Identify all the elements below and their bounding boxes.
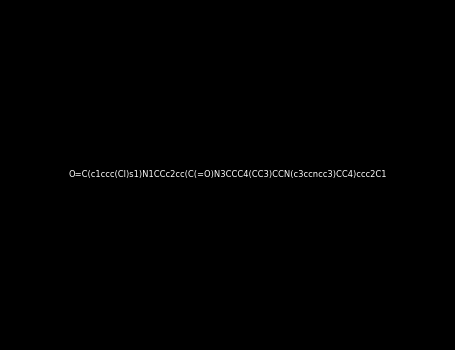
Text: O=C(c1ccc(Cl)s1)N1CCc2cc(C(=O)N3CCC4(CC3)CCN(c3ccncc3)CC4)ccc2C1: O=C(c1ccc(Cl)s1)N1CCc2cc(C(=O)N3CCC4(CC3… <box>68 170 387 180</box>
